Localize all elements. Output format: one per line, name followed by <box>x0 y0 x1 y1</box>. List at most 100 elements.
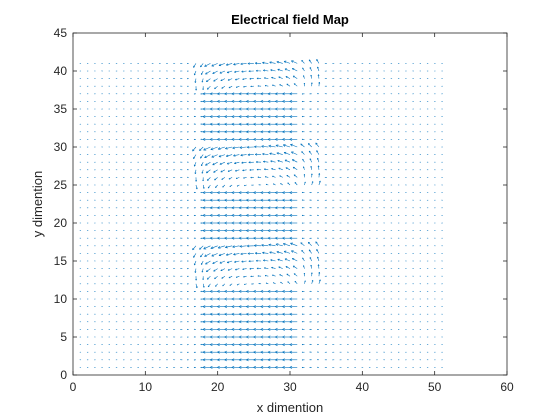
field-arrow <box>260 289 269 293</box>
field-arrow <box>202 137 211 141</box>
field-arrow <box>291 250 298 254</box>
field-arrow <box>251 184 254 186</box>
field-arrow <box>217 107 225 111</box>
field-arrow <box>309 336 312 338</box>
field-arrow <box>238 320 247 324</box>
field-arrow <box>242 268 247 271</box>
field-arrow <box>311 181 314 186</box>
field-arrow <box>267 335 276 339</box>
field-arrow <box>200 93 204 95</box>
field-arrow <box>217 221 225 225</box>
field-arrow <box>275 213 283 217</box>
field-arrow <box>238 191 247 195</box>
field-arrow <box>193 207 196 209</box>
field-arrow <box>218 253 226 257</box>
field-arrow <box>282 229 290 233</box>
field-arrow <box>240 62 247 66</box>
field-arrow <box>285 167 291 171</box>
field-arrow <box>283 60 291 64</box>
field-arrow <box>224 191 233 195</box>
field-arrow <box>272 274 276 277</box>
field-arrow <box>224 358 233 362</box>
field-arrow <box>195 283 198 289</box>
field-arrow <box>211 253 218 257</box>
field-arrow <box>309 237 312 239</box>
field-arrow <box>250 275 254 278</box>
x-tick-label: 40 <box>356 380 370 394</box>
field-arrow <box>186 131 189 133</box>
field-arrow <box>238 297 247 301</box>
field-arrow <box>253 198 262 202</box>
field-arrow <box>247 252 254 255</box>
field-arrow <box>301 93 305 95</box>
field-arrow <box>193 154 197 159</box>
field-arrow <box>317 74 320 79</box>
field-arrow <box>209 297 218 301</box>
field-arrow <box>317 214 319 216</box>
field-arrow <box>287 281 291 285</box>
field-arrow <box>309 108 312 110</box>
field-arrow <box>193 290 196 293</box>
field-arrow <box>200 321 204 323</box>
field-arrow <box>260 198 269 202</box>
field-arrow <box>301 108 305 110</box>
field-arrow <box>317 256 320 262</box>
field-arrow <box>253 335 262 339</box>
field-arrow <box>277 68 283 72</box>
field-arrow <box>217 305 225 309</box>
field-arrow <box>254 244 262 247</box>
field-arrow <box>255 259 262 262</box>
y-tick-label: 15 <box>54 254 68 268</box>
field-arrow <box>280 281 283 285</box>
field-arrow <box>284 68 291 72</box>
field-arrow <box>253 115 262 119</box>
field-arrow <box>202 320 211 324</box>
field-arrow <box>317 192 319 194</box>
field-arrow <box>246 213 254 217</box>
field-arrow <box>207 184 211 189</box>
field-arrow <box>229 184 233 187</box>
field-arrow <box>289 365 298 369</box>
plot-area <box>72 32 508 376</box>
field-arrow <box>224 327 233 331</box>
field-arrow <box>202 335 211 339</box>
field-arrow <box>224 365 233 369</box>
field-arrow <box>200 100 204 103</box>
field-arrow <box>209 107 218 111</box>
field-arrow <box>289 115 298 119</box>
field-arrow <box>309 100 312 103</box>
field-arrow <box>200 366 204 369</box>
field-arrow <box>289 297 298 301</box>
field-arrow <box>260 130 269 134</box>
field-arrow <box>226 161 233 165</box>
field-arrow <box>209 122 218 126</box>
field-arrow <box>309 351 312 353</box>
field-arrow <box>264 274 269 277</box>
field-arrow <box>275 92 283 96</box>
field-arrow <box>246 221 254 225</box>
field-arrow <box>217 92 225 96</box>
field-arrow <box>257 176 262 178</box>
field-arrow <box>200 260 204 265</box>
field-arrow <box>317 229 319 232</box>
field-arrow <box>246 244 254 248</box>
field-arrow <box>249 77 254 80</box>
field-arrow <box>202 358 211 362</box>
field-arrow <box>193 123 196 125</box>
field-arrow <box>256 77 262 80</box>
field-arrow <box>282 236 290 240</box>
field-arrow <box>311 280 314 284</box>
field-arrow <box>231 327 240 331</box>
field-arrow <box>202 115 211 119</box>
field-arrow <box>317 66 320 72</box>
field-arrow <box>224 115 233 119</box>
field-arrow <box>317 108 319 110</box>
field-arrow <box>282 191 290 195</box>
field-arrow <box>193 115 196 118</box>
field-arrow <box>231 365 240 369</box>
field-arrow <box>275 198 283 202</box>
field-arrow <box>192 146 197 152</box>
field-arrow <box>205 70 211 75</box>
field-arrow <box>301 138 305 141</box>
field-arrow <box>233 253 240 256</box>
